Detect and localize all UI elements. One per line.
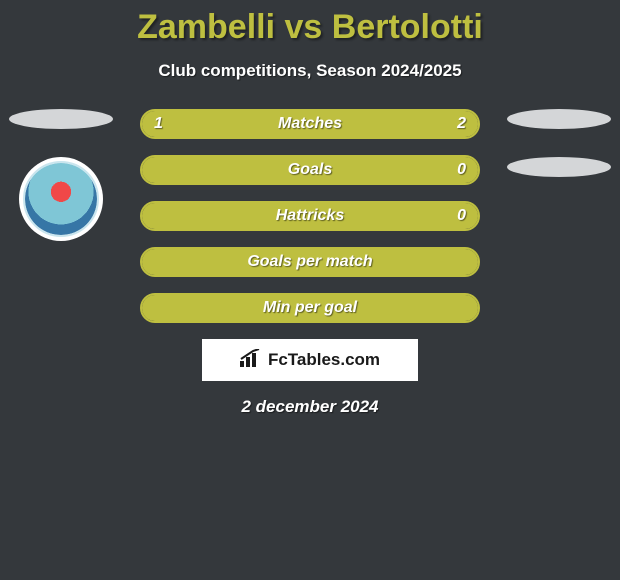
- stat-bars: Matches12Goals0Hattricks0Goals per match…: [140, 109, 480, 323]
- stat-label: Min per goal: [142, 299, 478, 317]
- date-label: 2 december 2024: [0, 397, 620, 417]
- brand-box: FcTables.com: [202, 339, 418, 381]
- player-oval: [507, 109, 611, 129]
- club-logo-ring: [23, 161, 99, 237]
- stat-value-right: 2: [457, 115, 466, 133]
- stat-value-right: 0: [457, 207, 466, 225]
- stat-label: Goals per match: [142, 253, 478, 271]
- brand-chart-icon: [240, 349, 262, 372]
- page-title: Zambelli vs Bertolotti: [0, 0, 620, 47]
- brand-text: FcTables.com: [268, 350, 380, 370]
- player-oval: [9, 109, 113, 129]
- stat-row: Matches1 2: [140, 109, 480, 139]
- stat-value-left: 1: [154, 115, 163, 133]
- stat-row: Goals0: [140, 155, 480, 185]
- page-subtitle: Club competitions, Season 2024/2025: [0, 61, 620, 81]
- stat-row: Goals per match: [140, 247, 480, 277]
- left-player-column: [6, 109, 116, 241]
- stat-label: Goals: [142, 161, 478, 179]
- club-logo: [19, 157, 103, 241]
- stat-value-right: 0: [457, 161, 466, 179]
- stat-row: Min per goal: [140, 293, 480, 323]
- player-oval: [507, 157, 611, 177]
- comparison-content: Matches12Goals0Hattricks0Goals per match…: [0, 109, 620, 417]
- right-player-column: [504, 109, 614, 205]
- stat-row: Hattricks0: [140, 201, 480, 231]
- stat-label: Matches: [142, 115, 478, 133]
- stat-label: Hattricks: [142, 207, 478, 225]
